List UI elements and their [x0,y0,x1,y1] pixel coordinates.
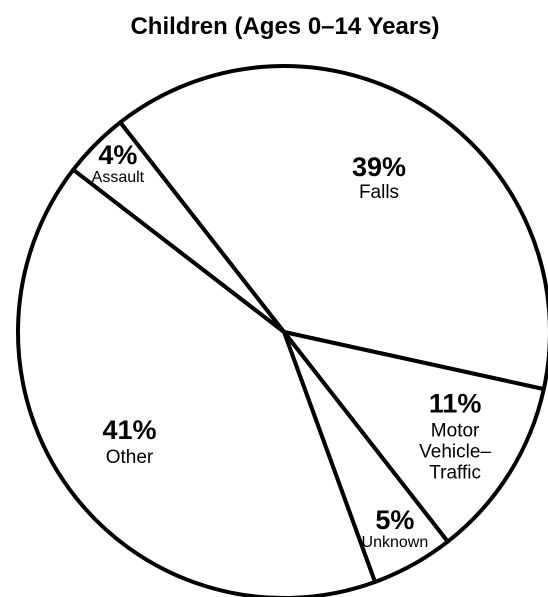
pie-slice-other [15,167,377,597]
slice-label-falls: Falls [359,182,399,203]
slice-percent-unknown: 5% [375,505,414,535]
slices-layer [15,64,548,597]
slice-percent-motor-vehicle-traffic: 11% [429,389,482,419]
slice-label-motor-vehicle-traffic-line-3: Traffic [429,463,481,484]
slice-percent-falls: 39% [352,152,406,182]
chart-title: Children (Ages 0–14 Years) [130,13,439,40]
slice-label-assault: Assault [92,169,145,186]
slice-label-motor-vehicle-traffic-line-2: Vehicle– [419,442,491,463]
slice-label-unknown: Unknown [362,534,429,551]
pie-slice-assault [71,120,286,334]
slice-label-other: Other [106,447,154,468]
pie-slice-motor-vehicle-traffic [282,330,546,544]
slice-percent-assault: 4% [98,140,137,170]
slice-label-motor-vehicle-traffic-line-1: Motor [431,421,480,442]
slice-percent-other: 41% [102,415,156,445]
